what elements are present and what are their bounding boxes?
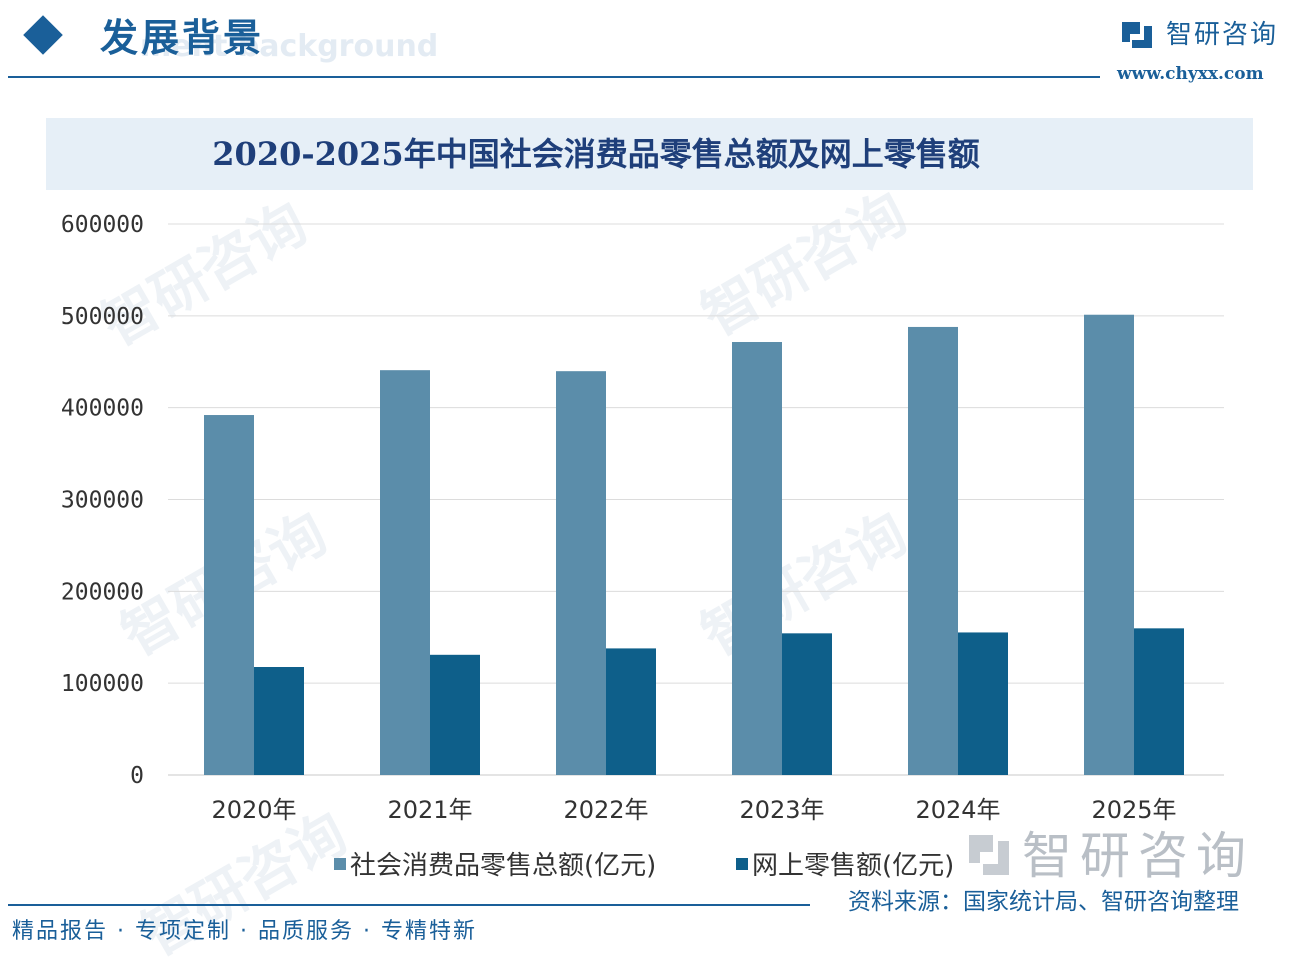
y-tick-label: 400000 <box>61 396 144 422</box>
x-tick-label: 2021年 <box>387 796 472 824</box>
legend-label: 社会消费品零售总额(亿元) <box>350 851 656 881</box>
header-divider <box>8 76 1100 78</box>
y-tick-label: 300000 <box>61 488 144 514</box>
x-tick-label: 2022年 <box>563 796 648 824</box>
bar-online-retail <box>430 654 480 775</box>
bar-total-retail <box>556 371 606 775</box>
y-tick-label: 500000 <box>61 304 144 330</box>
logo-icon <box>1122 22 1152 48</box>
bar-online-retail <box>782 633 832 775</box>
bar-online-retail <box>1134 628 1184 775</box>
logo-icon <box>969 835 1009 875</box>
legend-label: 网上零售额(亿元) <box>752 851 954 881</box>
logo-url: www.chyxx.com <box>1117 64 1264 84</box>
y-tick-label: 0 <box>130 763 144 789</box>
x-tick-label: 2025年 <box>1091 796 1176 824</box>
bar-total-retail <box>380 370 430 775</box>
page-title: 发展背景 <box>100 15 265 60</box>
bar-online-retail <box>958 632 1008 775</box>
bar-total-retail <box>1084 314 1134 775</box>
bar-online-retail <box>606 648 656 775</box>
header-subtitle: ment background <box>140 29 439 64</box>
y-tick-label: 600000 <box>61 212 144 238</box>
y-tick-label: 100000 <box>61 671 144 697</box>
logo-watermark: 智研咨询 <box>1022 827 1254 885</box>
footer-divider <box>8 904 810 906</box>
x-tick-label: 2020年 <box>211 796 296 824</box>
chart-title: 2020-2025年中国社会消费品零售总额及网上零售额 <box>212 135 980 173</box>
legend-swatch <box>736 858 748 870</box>
bar-total-retail <box>204 415 254 775</box>
footer-text: 精品报告 · 专项定制 · 品质服务 · 专精特新 <box>12 919 477 944</box>
bar-total-retail <box>732 342 782 775</box>
chart-title-band <box>46 118 1253 190</box>
source-note: 资料来源：国家统计局、智研咨询整理 <box>848 889 1239 915</box>
bar-total-retail <box>908 326 958 775</box>
x-tick-label: 2023年 <box>739 796 824 824</box>
logo-name: 智研咨询 <box>1166 20 1279 50</box>
bar-online-retail <box>254 667 304 775</box>
legend-swatch <box>334 858 346 870</box>
x-tick-label: 2024年 <box>915 796 1000 824</box>
y-tick-label: 200000 <box>61 579 144 605</box>
